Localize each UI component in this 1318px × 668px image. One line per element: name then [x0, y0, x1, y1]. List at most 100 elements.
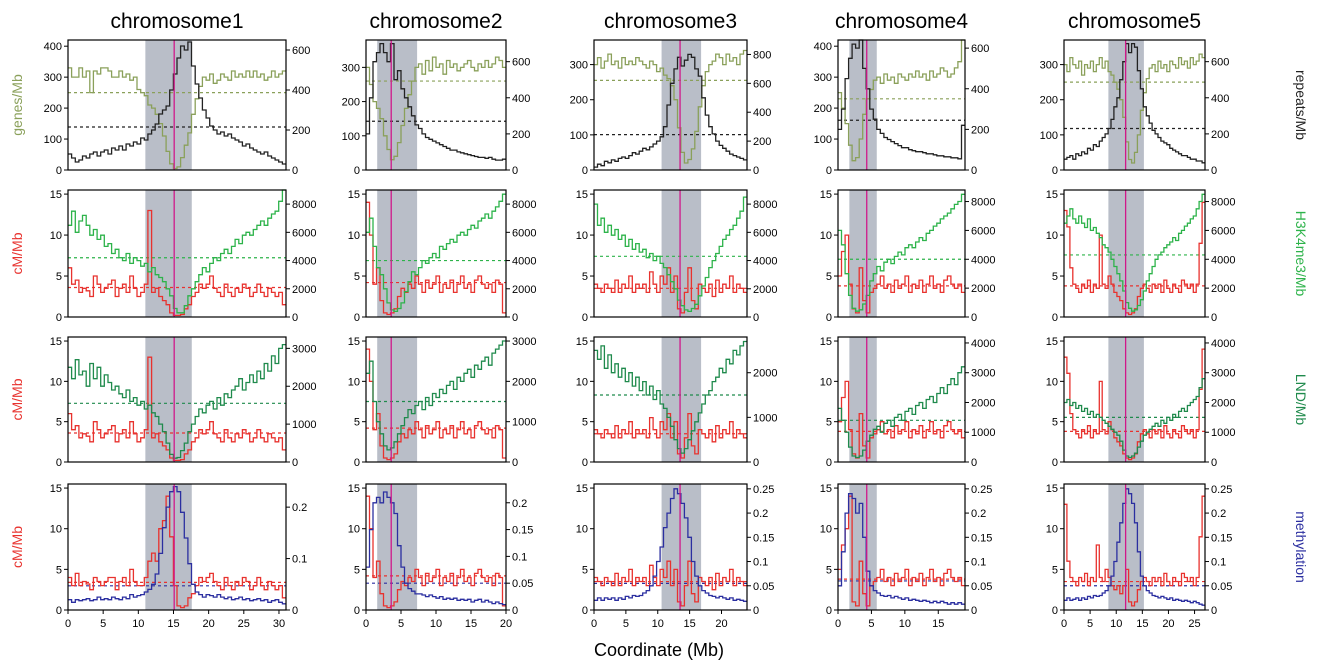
x-tick-label: 10 [132, 618, 144, 630]
left-tick-label: 10 [576, 230, 588, 242]
right-tick-label: 6000 [292, 227, 316, 239]
left-tick-label: 5 [582, 564, 588, 576]
left-axis-label: genes/Mb [9, 74, 25, 136]
right-tick-label: 0.1 [292, 554, 307, 566]
right-tick-label: 3000 [1211, 368, 1235, 380]
x-tick-label: 25 [1188, 618, 1200, 630]
right-tick-label: 0 [512, 312, 518, 324]
right-tick-label: 6000 [753, 227, 777, 239]
panel-frame [837, 189, 966, 318]
x-tick-label: 0 [65, 618, 71, 630]
left-tick-label: 0 [56, 605, 62, 617]
left-series-line [68, 209, 286, 317]
right-series-line [1064, 42, 1205, 164]
left-tick-label: 15 [576, 189, 588, 201]
panel-frame [593, 336, 748, 463]
left-tick-label: 5 [1052, 271, 1058, 283]
right-tick-label: 0 [1211, 605, 1217, 617]
right-tick-label: 600 [512, 57, 530, 69]
left-tick-label: 300 [814, 72, 832, 84]
right-tick-label: 0.2 [753, 508, 768, 520]
left-tick-label: 100 [342, 131, 360, 143]
left-tick-label: 0 [826, 312, 832, 324]
right-series-line [838, 493, 965, 605]
right-tick-label: 8000 [753, 199, 777, 211]
x-tick-label: 0 [835, 618, 841, 630]
right-tick-label: 0.05 [512, 578, 533, 590]
right-tick-label: 6000 [512, 227, 536, 239]
right-tick-label: 0.05 [1211, 581, 1232, 593]
centromere-region [661, 484, 702, 610]
left-series-line [1064, 495, 1205, 607]
right-series-line [838, 366, 965, 459]
right-tick-label: 3000 [512, 336, 536, 348]
right-tick-label: 0 [512, 605, 518, 617]
left-tick-label: 10 [348, 376, 360, 388]
right-tick-label: 0.05 [753, 581, 774, 593]
x-tick-label: 0 [1061, 618, 1067, 630]
right-tick-label: 0 [753, 457, 759, 469]
left-series-line [366, 56, 506, 161]
chromosome-title: chromosome2 [369, 10, 502, 33]
right-tick-label: 0 [292, 457, 298, 469]
x-tick-label: 15 [465, 618, 477, 630]
right-tick-label: 4000 [1211, 338, 1235, 350]
right-tick-label: 200 [512, 129, 530, 141]
left-tick-label: 400 [814, 41, 832, 53]
left-tick-label: 200 [814, 103, 832, 115]
left-tick-label: 0 [354, 457, 360, 469]
right-tick-label: 1000 [753, 412, 777, 424]
right-tick-label: 0 [971, 605, 977, 617]
x-tick-label: 20 [203, 618, 215, 630]
right-series-line [1064, 378, 1205, 459]
panel-frame [365, 336, 507, 463]
right-tick-label: 6000 [971, 225, 995, 237]
panel-frame [837, 483, 966, 611]
x-tick-label: 10 [899, 618, 911, 630]
x-tick-label: 0 [591, 618, 597, 630]
left-tick-label: 300 [570, 60, 588, 72]
right-tick-label: 0 [292, 165, 298, 177]
right-tick-label: 0 [292, 605, 298, 617]
centromere-region [377, 190, 418, 317]
right-tick-label: 2000 [971, 397, 995, 409]
left-tick-label: 300 [342, 62, 360, 74]
left-tick-label: 0 [56, 457, 62, 469]
left-tick-label: 10 [576, 524, 588, 536]
right-tick-label: 200 [292, 125, 310, 137]
x-tick-label: 10 [430, 618, 442, 630]
left-tick-label: 15 [1046, 189, 1058, 201]
left-tick-label: 5 [56, 564, 62, 576]
right-series-line [366, 193, 506, 313]
x-tick-label: 5 [1087, 618, 1093, 630]
right-tick-label: 0 [292, 312, 298, 324]
left-axis-label: cM/Mb [9, 232, 25, 274]
panel-frame [1063, 39, 1206, 171]
left-tick-label: 400 [44, 41, 62, 53]
left-series-line [838, 234, 965, 314]
panel-frame [837, 39, 966, 171]
right-tick-label: 0.15 [1211, 532, 1232, 544]
panel-frame [365, 189, 507, 318]
right-series-line [1064, 488, 1205, 606]
x-tick-label: 20 [1162, 618, 1174, 630]
left-tick-label: 200 [44, 103, 62, 115]
left-tick-label: 0 [826, 457, 832, 469]
right-tick-label: 0 [1211, 457, 1217, 469]
left-tick-label: 10 [820, 376, 832, 388]
left-tick-label: 15 [1046, 336, 1058, 348]
left-tick-label: 5 [1052, 417, 1058, 429]
left-tick-label: 10 [1046, 230, 1058, 242]
left-series-line [594, 49, 747, 164]
panel-frame [837, 336, 966, 463]
right-tick-label: 0 [1211, 312, 1217, 324]
left-tick-label: 15 [348, 483, 360, 495]
left-tick-label: 15 [348, 336, 360, 348]
x-axis-label: Coordinate (Mb) [594, 640, 724, 660]
panel-frame [593, 189, 748, 318]
right-tick-label: 800 [753, 49, 771, 61]
right-tick-label: 8000 [292, 199, 316, 211]
chromosome-title: chromosome5 [1068, 10, 1201, 33]
right-axis-label: repeats/Mb [1293, 70, 1309, 140]
